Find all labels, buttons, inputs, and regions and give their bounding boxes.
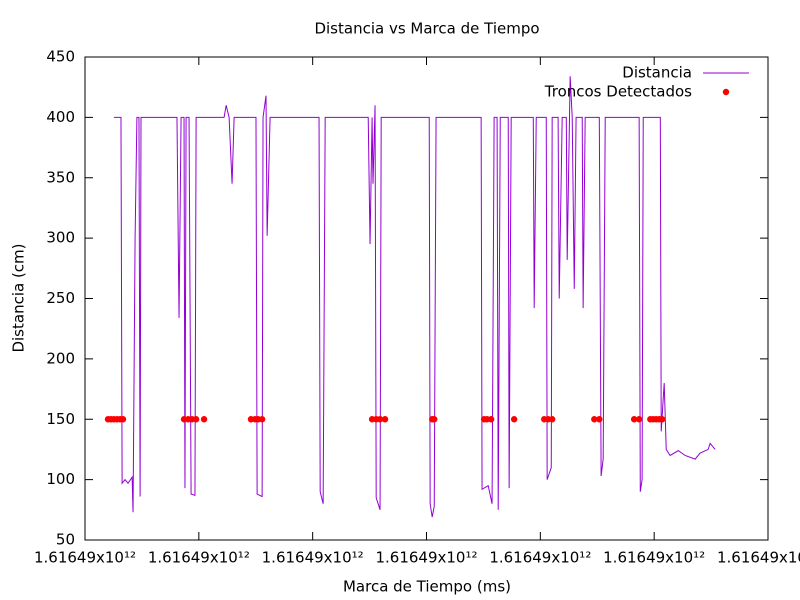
data-point (431, 416, 438, 423)
x-tick-label: 1.61649x10¹² (34, 549, 136, 567)
data-point (258, 416, 266, 423)
y-tick-label: 100 (46, 470, 75, 488)
y-tick-label: 450 (46, 48, 75, 66)
y-tick-label: 50 (56, 531, 75, 549)
y-tick-label: 200 (46, 349, 75, 367)
data-point (596, 416, 603, 423)
data-point (510, 416, 518, 423)
data-point (487, 416, 495, 423)
data-point (119, 416, 127, 423)
legend-label: Distancia (622, 64, 692, 82)
data-point (192, 416, 200, 423)
y-tick-label: 300 (46, 229, 75, 247)
data-point (591, 416, 598, 423)
data-point (658, 416, 666, 423)
legend-label: Troncos Detectados (544, 83, 692, 101)
y-tick-label: 250 (46, 289, 75, 307)
data-point (635, 416, 643, 423)
data-point (200, 416, 208, 423)
chart-title: Distancia vs Marca de Tiempo (314, 20, 539, 38)
x-axis-label: Marca de Tiempo (ms) (343, 578, 511, 596)
y-axis-label: Distancia (cm) (10, 243, 28, 352)
legend-swatch (722, 88, 730, 96)
x-tick-label: 1.61649x10¹² (603, 549, 705, 567)
data-point (630, 416, 638, 423)
x-tick-label: 1.61649x10¹² (375, 549, 477, 567)
x-tick-label: 1.61649x10¹² (489, 549, 591, 567)
x-tick-label: 1.61649x10¹² (262, 549, 364, 567)
y-tick-label: 150 (46, 410, 75, 428)
data-point (376, 416, 384, 423)
y-tick-label: 400 (46, 108, 75, 126)
data-point (548, 416, 556, 423)
x-tick-label: 1.61649x10¹² (148, 549, 250, 567)
y-tick-label: 350 (46, 168, 75, 186)
data-point (381, 416, 389, 423)
x-tick-label: 1.61649x10¹² (717, 549, 800, 567)
data-line (113, 76, 716, 518)
